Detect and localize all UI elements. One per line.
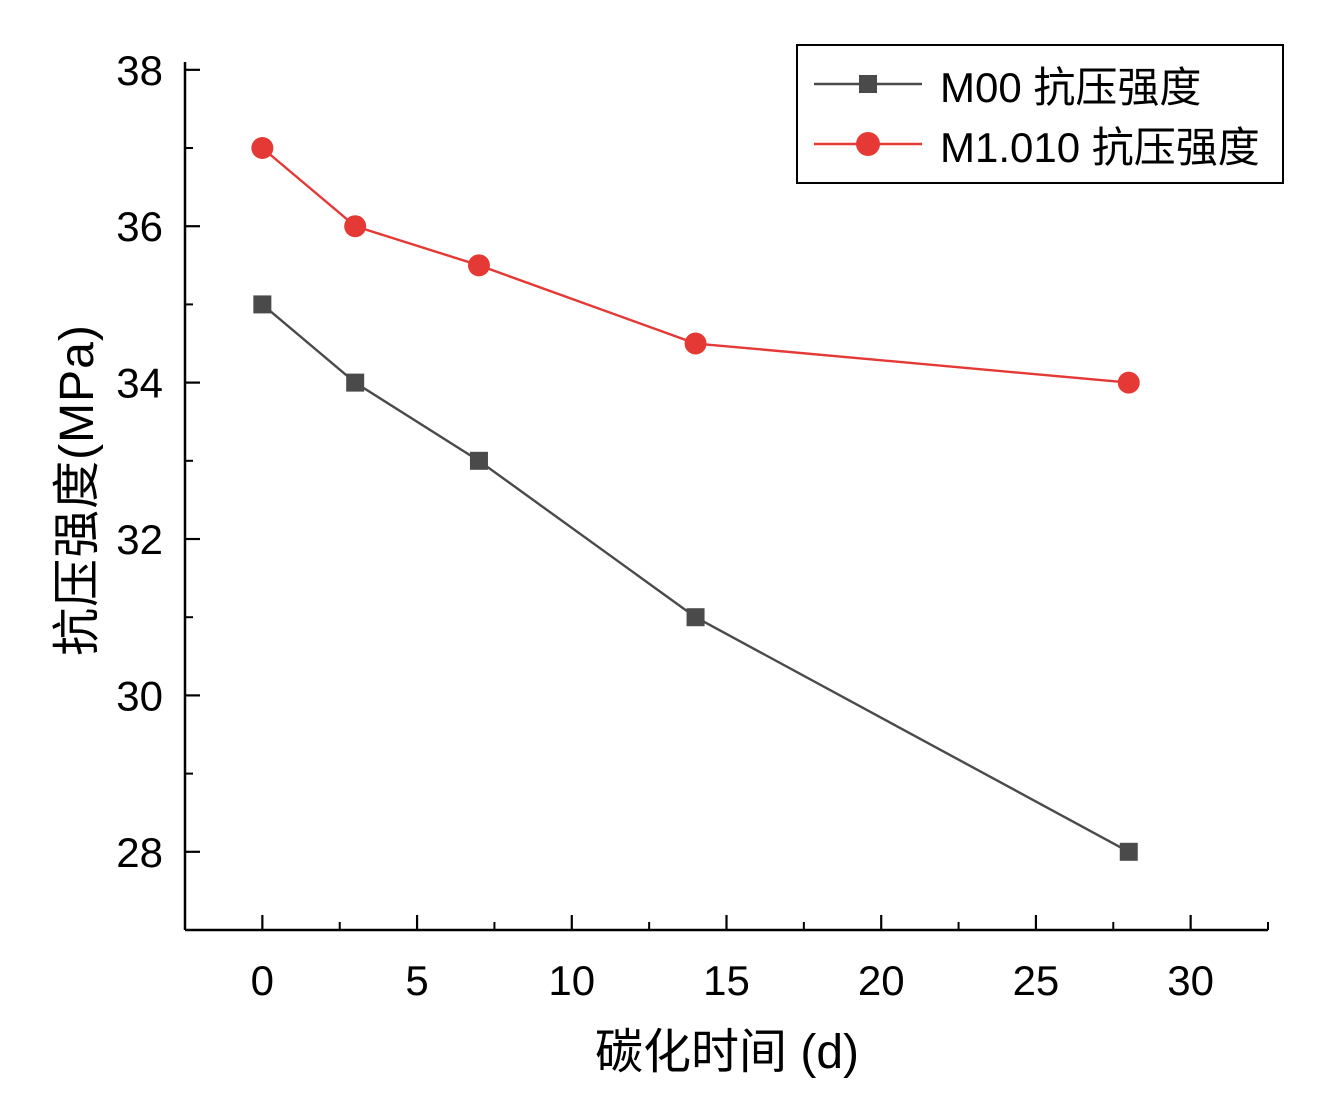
x-tick-label: 15: [703, 957, 750, 1004]
x-tick-label: 25: [1013, 957, 1060, 1004]
m1010-line-circle-marker-icon: [814, 132, 922, 156]
data-point-marker: [346, 373, 365, 392]
series-line: [261, 303, 1130, 853]
x-tick-label: 0: [251, 957, 274, 1004]
series-m1010: [251, 137, 1140, 394]
x-tick-label: 5: [405, 957, 428, 1004]
x-tick-label: 30: [1167, 957, 1214, 1004]
legend: M00 抗压强度 M1.010 抗压强度: [796, 44, 1284, 184]
data-point-marker: [251, 137, 274, 160]
x-axis-title: 碳化时间 (d): [594, 1026, 860, 1079]
legend-item-m00: M00 抗压强度: [812, 56, 1260, 112]
y-tick-label: 36: [116, 203, 163, 250]
y-tick-label: 38: [116, 47, 163, 94]
y-axis: 28 30 32 34 36 38: [116, 47, 200, 931]
legend-label-m1010: M1.010 抗压强度: [940, 123, 1260, 171]
series-m00: [253, 295, 1138, 861]
y-tick-label: 30: [116, 672, 163, 719]
x-tick-label: 10: [548, 957, 595, 1004]
x-axis: 0 5 10 15 20 25 30: [184, 915, 1269, 1004]
legend-item-m1010: M1.010 抗压强度: [812, 116, 1260, 172]
y-axis-title: 抗压强度(MPa): [51, 324, 104, 656]
data-point-marker: [344, 215, 367, 238]
data-point-marker: [469, 451, 488, 470]
y-tick-label: 28: [116, 829, 163, 876]
data-point-marker: [467, 254, 490, 277]
data-point-marker: [253, 295, 272, 314]
data-point-marker: [686, 608, 705, 627]
data-point-marker: [684, 332, 707, 355]
m00-line-square-marker-icon: [814, 75, 922, 93]
y-tick-label: 34: [116, 360, 163, 407]
data-point-marker: [1119, 842, 1138, 861]
y-tick-label: 32: [116, 516, 163, 563]
data-point-marker: [1117, 371, 1140, 394]
x-tick-label: 20: [858, 957, 905, 1004]
legend-label-m00: M00 抗压强度: [940, 63, 1202, 111]
